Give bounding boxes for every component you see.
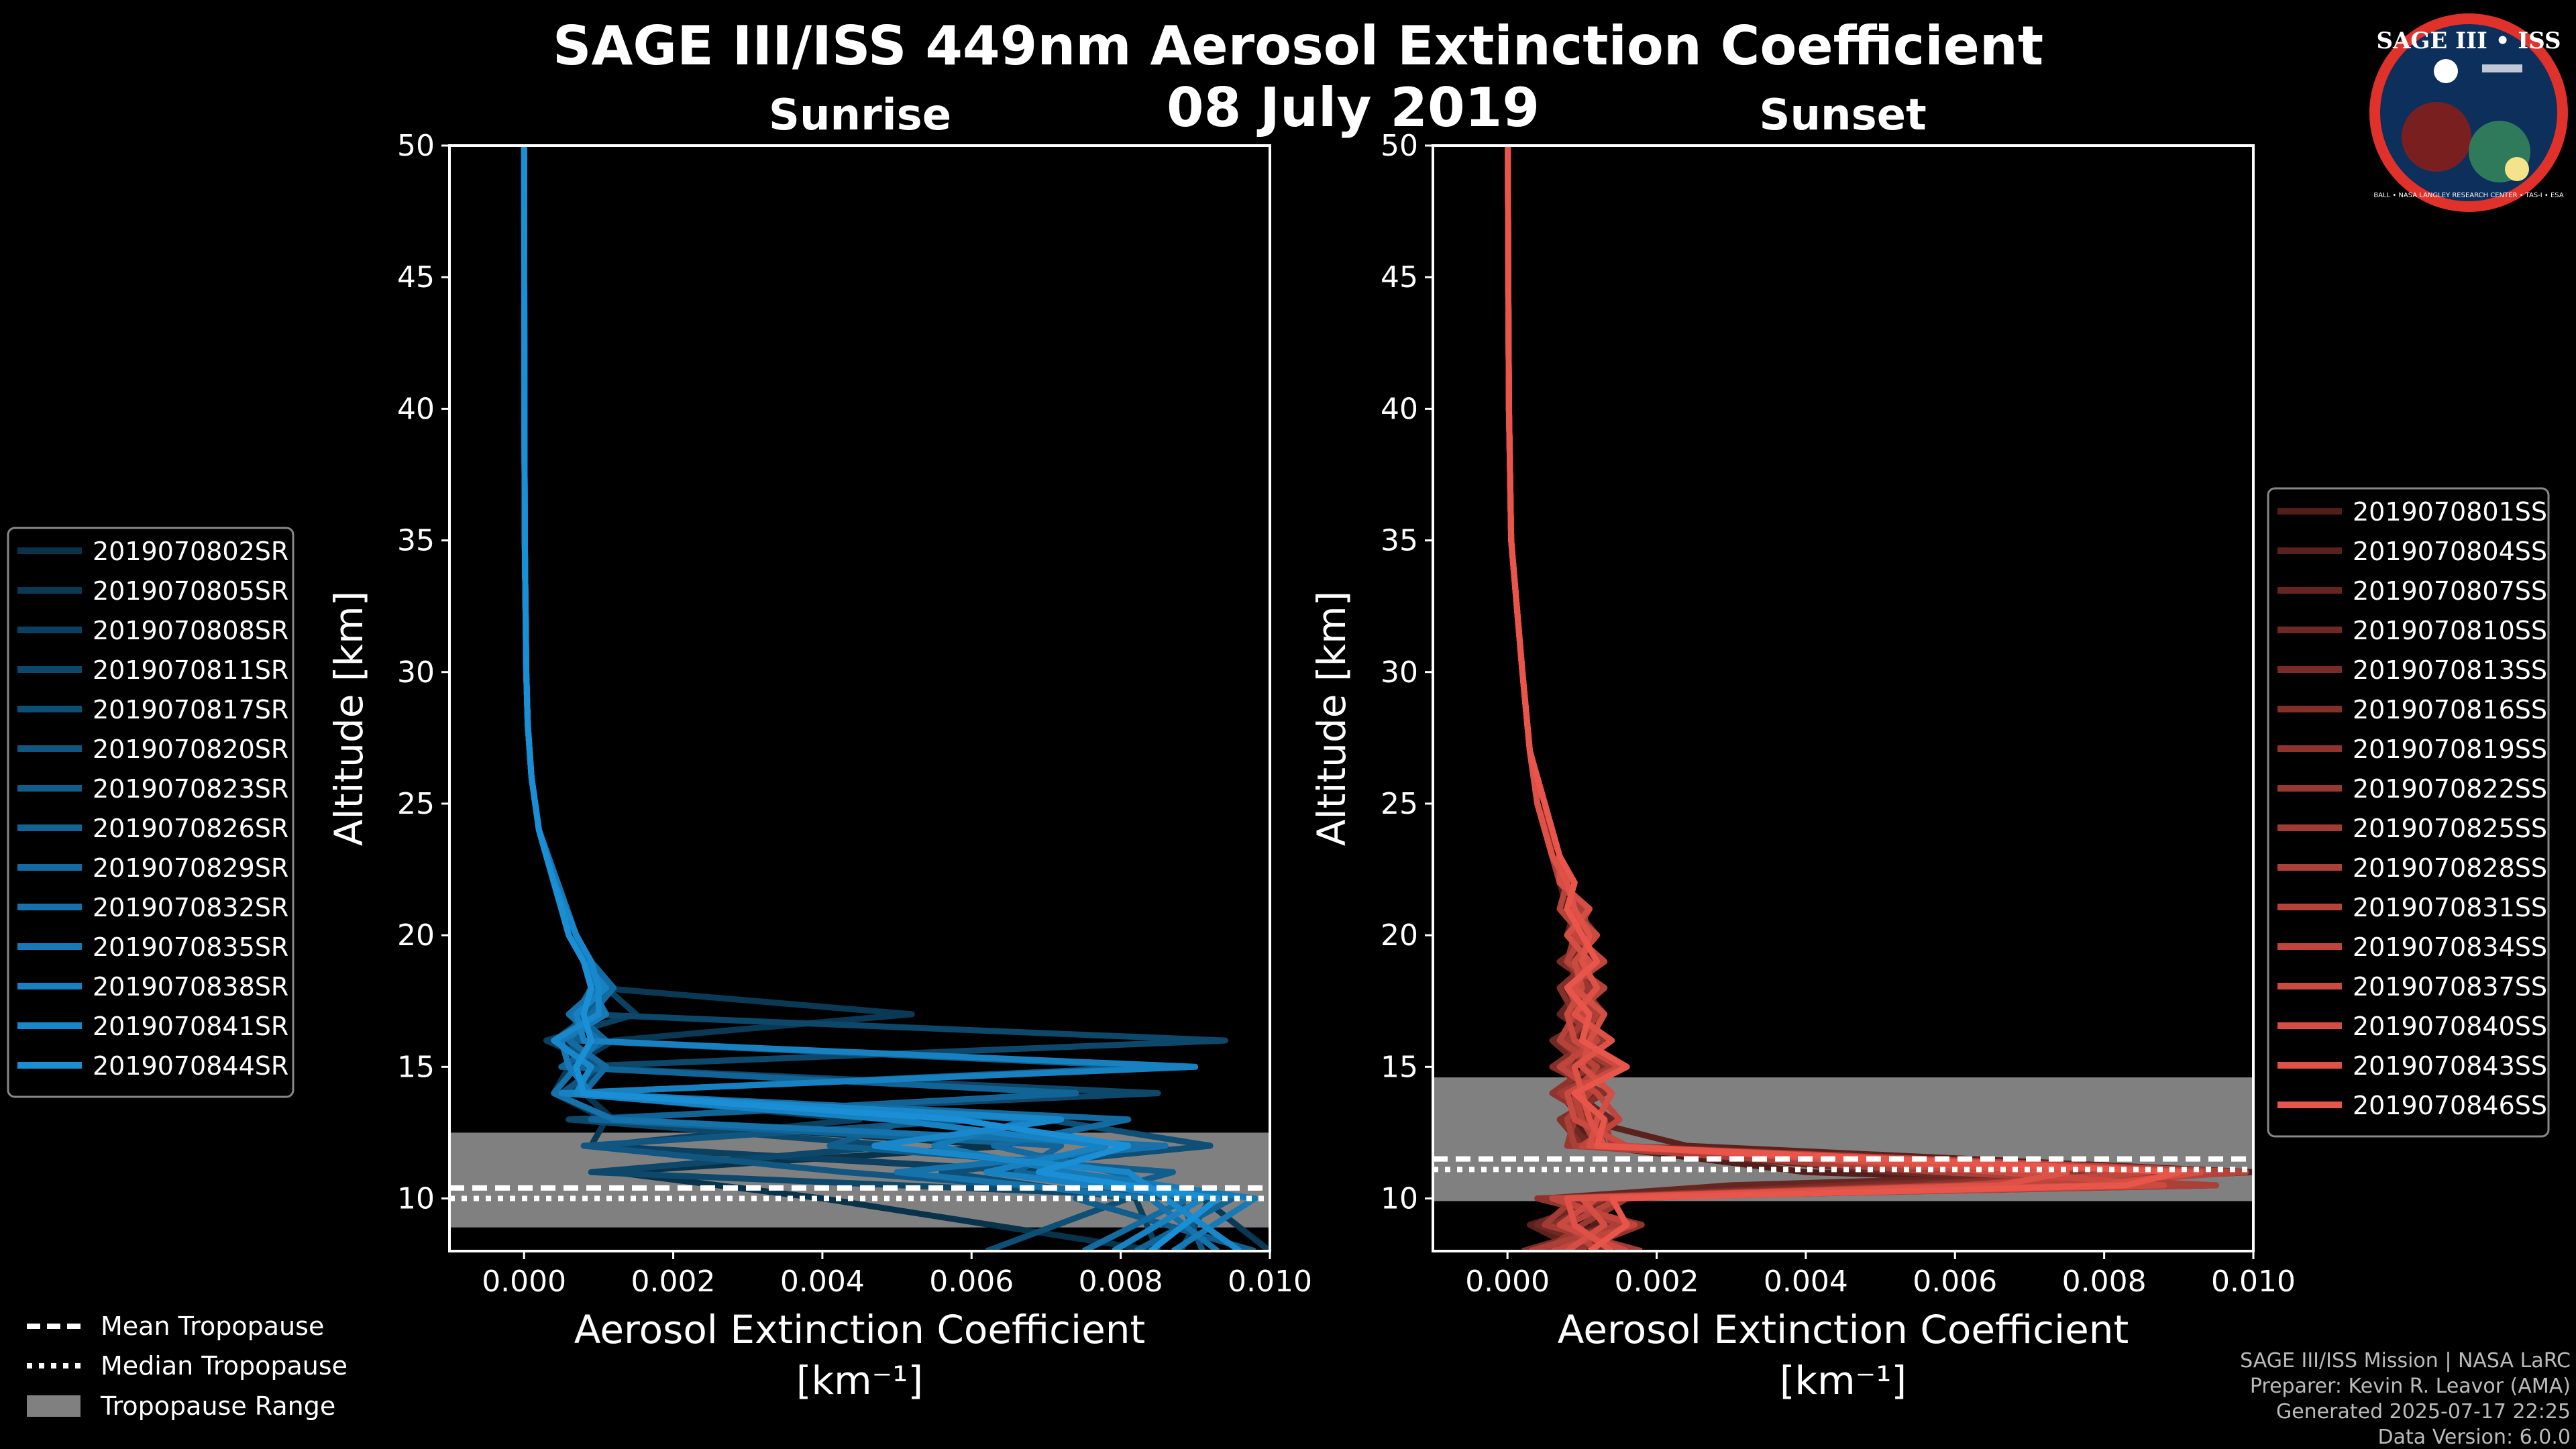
tropopause-range-label: Tropopause Range [100,1391,335,1421]
y-tick-label: 10 [1381,1182,1418,1216]
tropopause-range-swatch [27,1395,80,1417]
y-tick-label: 25 [1381,787,1418,821]
legend-label: 2019070822SS [2353,774,2547,804]
legend-frame [2267,487,2550,1138]
x-axis-unit: [km⁻¹] [1780,1358,1907,1403]
x-tick-label: 0.008 [2062,1265,2147,1299]
legend-label: 2019070802SR [93,537,288,566]
y-tick-label: 30 [1381,655,1418,690]
panel-title: Sunrise [769,91,951,140]
legend-label: 2019070841SR [93,1012,288,1041]
x-tick-label: 0.010 [1228,1265,1312,1299]
legend-label: 2019070826SR [93,814,288,843]
legend-label: 2019070820SR [93,735,288,764]
sunset-panel: Sunset 10 15 20 25 30 35 40 45 50 0.000 0.002 0.004 0… [1309,91,2550,1403]
tropopause-legend: Mean Tropopause Median Tropopause Tropop… [27,1311,347,1421]
legend-label: 2019070819SS [2353,735,2547,764]
panel-title: Sunset [1759,91,1926,140]
legend-label: 2019070840SS [2353,1012,2547,1041]
y-tick-label: 50 [397,129,435,163]
credit-line: Preparer: Kevin R. Leavor (AMA) [2250,1375,2571,1398]
plot-area [449,146,1270,1251]
axes-frame [448,144,1271,1252]
x-tick-label: 0.010 [2211,1265,2296,1299]
x-axis-unit: [km⁻¹] [796,1358,923,1403]
legend-label: 2019070817SR [93,695,288,724]
legend-label: 2019070813SS [2353,655,2547,685]
legend-label: 2019070837SS [2353,972,2547,1002]
legend-label: 2019070816SS [2353,695,2547,724]
x-tick-label: 0.002 [631,1265,716,1299]
legend-label: 2019070808SR [93,616,288,645]
y-tick-label: 15 [1381,1050,1418,1084]
median-tropopause-label: Median Tropopause [101,1351,347,1381]
legend-label: 2019070828SS [2353,853,2547,883]
legend-label: 2019070838SR [93,972,288,1002]
x-axis-label: Aerosol Extinction Coefficient [574,1307,1146,1352]
y-tick-label: 25 [397,787,435,821]
credit-line: Generated 2025-07-17 22:25 [2276,1400,2571,1424]
y-tick-label: 20 [1381,918,1418,953]
figure-title: SAGE III/ISS 449nm Aerosol Extinction Co… [553,15,2043,77]
x-tick-label: 0.000 [482,1265,566,1299]
y-tick-label: 40 [1381,392,1418,426]
y-tick-label: 50 [1381,129,1418,163]
figure-date: 08 July 2019 [1167,76,1540,139]
y-axis-label: Altitude [km] [326,591,372,846]
logo-ring-text: BALL • NASA LANGLEY RESEARCH CENTER • TA… [2373,192,2564,199]
legend-label: 2019070846SS [2353,1091,2547,1120]
scientist-figure [2402,102,2471,172]
x-tick-label: 0.004 [780,1265,865,1299]
y-axis-label: Altitude [km] [1309,591,1354,846]
plot-area [1433,146,2253,1251]
credits: SAGE III/ISS Mission | NASA LaRC Prepare… [2240,1349,2571,1449]
y-tick-label: 20 [397,918,435,953]
x-axis-label: Aerosol Extinction Coefficient [1558,1307,2129,1352]
legend-label: 2019070801SS [2353,497,2547,527]
legend-label: 2019070825SS [2353,814,2547,843]
y-tick-label: 30 [397,655,435,690]
legend-label: 2019070844SR [93,1051,288,1081]
y-tick-label: 35 [1381,524,1418,558]
legend-label: 2019070829SR [93,853,288,883]
legend-label: 2019070807SS [2353,576,2547,606]
y-tick-label: 45 [1381,260,1418,294]
logo-title: SAGE III • ISS [2376,28,2561,54]
x-tick-label: 0.004 [1764,1265,1848,1299]
y-tick-label: 15 [397,1050,435,1084]
credit-line: SAGE III/ISS Mission | NASA LaRC [2240,1349,2571,1373]
axes-frame [1432,144,2255,1252]
legend-label: 2019070832SR [93,893,288,922]
legend-label: 2019070810SS [2353,616,2547,645]
sunrise-panel: Sunrise 10 15 20 25 30 35 40 45 50 0.000 0.002 0.004… [7,91,1312,1403]
series-line-2019070844SR [521,146,1221,1251]
legend-label: 2019070804SS [2353,537,2547,566]
legend-label: 2019070823SR [93,774,288,804]
credit-line: Data Version: 6.0.0 [2378,1426,2571,1449]
x-tick-label: 0.002 [1615,1265,1699,1299]
x-tick-label: 0.006 [929,1265,1014,1299]
series-legend: 2019070802SR 2019070805SR 2019070808SR 2019… [7,527,294,1098]
legend-label: 2019070805SR [93,576,288,606]
x-tick-label: 0.006 [1913,1265,1997,1299]
y-tick-label: 10 [397,1182,435,1216]
legend-label: 2019070834SS [2353,932,2547,962]
series-legend: 2019070801SS 2019070804SS 2019070807SS 2019… [2267,487,2550,1138]
legend-label: 2019070843SS [2353,1051,2547,1081]
legend-label: 2019070811SR [93,655,288,685]
series-line-2019070846SS [1505,146,2182,1251]
legend-label: 2019070831SS [2353,893,2547,922]
y-tick-label: 45 [397,260,435,294]
mean-tropopause-label: Mean Tropopause [101,1311,324,1341]
sage-logo: SAGE III • ISS BALL • NASA LANGLEY RESEA… [2369,13,2568,212]
x-tick-label: 0.000 [1465,1265,1550,1299]
x-tick-label: 0.008 [1079,1265,1163,1299]
y-tick-label: 35 [397,524,435,558]
legend-label: 2019070835SR [93,932,288,962]
y-tick-label: 40 [397,392,435,426]
